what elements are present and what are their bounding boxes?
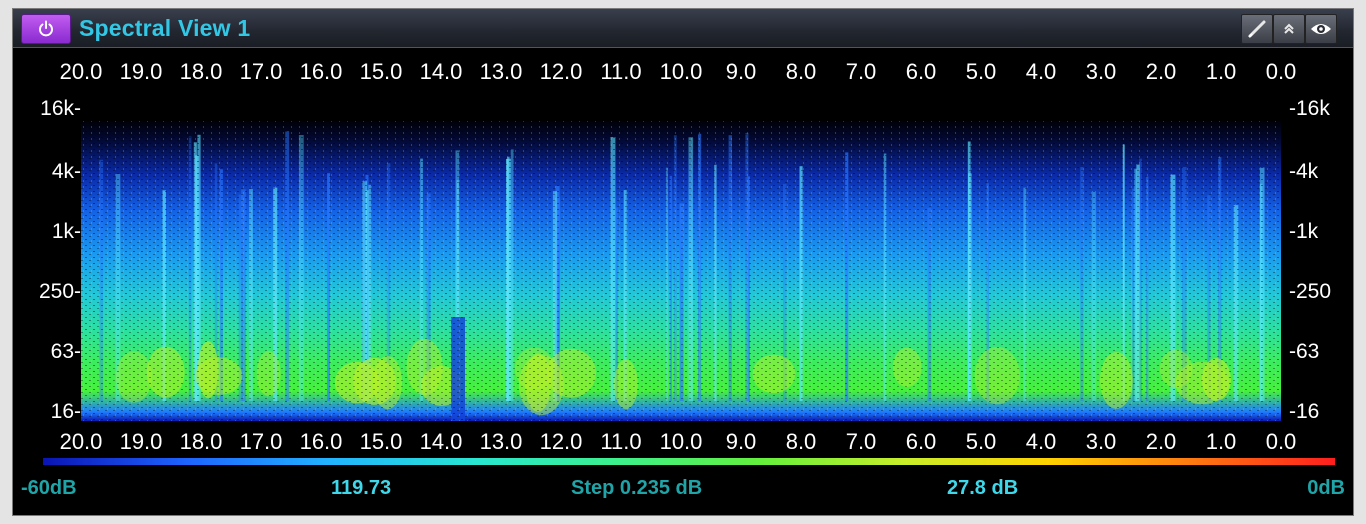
time-tick-label: 11.0 <box>600 429 642 454</box>
time-tick-label: 9.0 <box>725 429 757 454</box>
pen-button[interactable] <box>1241 14 1273 44</box>
time-tick-label: 18.0 <box>179 429 223 454</box>
scale-step-label: Step 0.235 dB <box>571 477 703 499</box>
window-title: Spectral View 1 <box>79 15 251 41</box>
power-icon <box>39 20 53 37</box>
time-tick-label: 19.0 <box>119 429 163 454</box>
time-tick-label: 18.0 <box>179 59 223 84</box>
time-tick-label: 15.0 <box>359 429 403 454</box>
time-tick-label: 10.0 <box>659 59 703 84</box>
time-tick-label: 0.0 <box>1265 429 1297 454</box>
collapse-button[interactable] <box>1273 14 1305 44</box>
scale-level-label: 27.8 dB <box>947 477 1019 499</box>
time-tick-label: 8.0 <box>785 429 817 454</box>
time-tick-label: 3.0 <box>1085 429 1117 454</box>
time-tick-label: 14.0 <box>419 59 463 84</box>
frequency-tick-label: 16k- <box>40 97 81 120</box>
time-tick-label: 2.0 <box>1145 59 1177 84</box>
time-tick-label: 9.0 <box>725 59 757 84</box>
time-tick-label: 6.0 <box>905 429 937 454</box>
double-chevron-up-icon <box>1284 23 1294 34</box>
frequency-tick-label: -4k <box>1289 160 1319 183</box>
frequency-tick-label: 4k- <box>51 160 81 183</box>
time-tick-label: 1.0 <box>1205 429 1237 454</box>
scale-value-label: 119.73 <box>331 477 392 499</box>
time-tick-label: 17.0 <box>239 429 283 454</box>
frequency-tick-label: 63- <box>50 340 81 363</box>
time-tick-label: 10.0 <box>659 429 703 454</box>
time-tick-label: 16.0 <box>299 429 343 454</box>
scale-max-label: 0dB <box>1307 477 1345 499</box>
time-tick-label: 12.0 <box>539 429 583 454</box>
time-tick-label: 5.0 <box>965 59 997 84</box>
time-tick-label: 16.0 <box>299 59 343 84</box>
time-tick-label: 8.0 <box>785 59 817 84</box>
time-tick-label: 13.0 <box>479 429 523 454</box>
time-tick-label: 3.0 <box>1085 59 1117 84</box>
title-bar[interactable]: Spectral View 1 <box>13 9 1353 48</box>
eye-icon <box>1311 24 1331 34</box>
time-tick-label: 20.0 <box>59 59 103 84</box>
time-tick-label: 4.0 <box>1025 59 1057 84</box>
time-tick-label: 7.0 <box>845 429 877 454</box>
eye-button[interactable] <box>1305 14 1337 44</box>
time-tick-label: 15.0 <box>359 59 403 84</box>
frequency-tick-label: -250 <box>1289 280 1332 303</box>
scale-min-label: -60dB <box>21 477 77 499</box>
time-tick-label: 17.0 <box>239 59 283 84</box>
time-tick-label: 13.0 <box>479 59 523 84</box>
time-tick-label: 11.0 <box>600 59 642 84</box>
time-tick-label: 5.0 <box>965 429 997 454</box>
frequency-tick-label: -63 <box>1289 340 1320 363</box>
time-tick-label: 19.0 <box>119 59 163 84</box>
time-tick-label: 4.0 <box>1025 429 1057 454</box>
time-tick-label: 14.0 <box>419 429 463 454</box>
frequency-tick-label: -16 <box>1289 400 1320 423</box>
time-tick-label: 0.0 <box>1265 59 1297 84</box>
power-button[interactable] <box>21 14 71 44</box>
time-tick-label: 2.0 <box>1145 429 1177 454</box>
pen-icon <box>1248 20 1266 38</box>
color-scale-bar <box>43 458 1335 465</box>
spectrogram-noise <box>81 121 1281 421</box>
frequency-tick-label: -1k <box>1289 220 1319 243</box>
time-tick-label: 20.0 <box>59 429 103 454</box>
frequency-tick-label: -16k <box>1289 97 1330 120</box>
time-tick-label: 12.0 <box>539 59 583 84</box>
time-tick-label: 7.0 <box>845 59 877 84</box>
spectral-view-window: Spectral View 1 <box>12 8 1354 516</box>
time-tick-label: 1.0 <box>1205 59 1237 84</box>
frequency-tick-label: 16- <box>50 400 81 423</box>
spectrogram-panel <box>81 121 1281 421</box>
frequency-tick-label: 250- <box>38 280 81 303</box>
frequency-tick-label: 1k- <box>51 220 81 243</box>
time-tick-label: 6.0 <box>905 59 937 84</box>
